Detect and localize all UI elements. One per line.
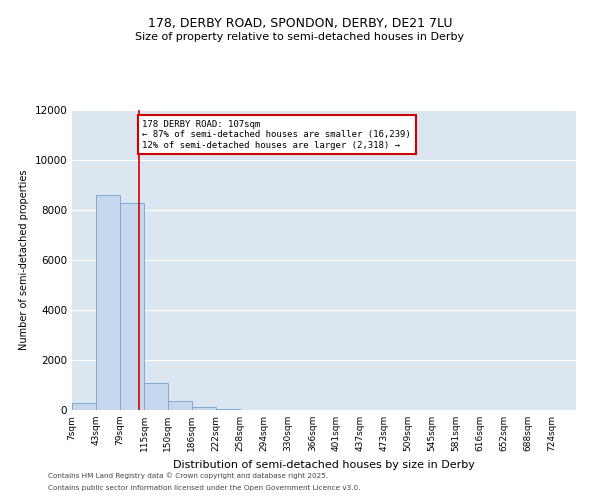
Text: 178, DERBY ROAD, SPONDON, DERBY, DE21 7LU: 178, DERBY ROAD, SPONDON, DERBY, DE21 7L… bbox=[148, 18, 452, 30]
Bar bbox=[192, 407, 216, 410]
X-axis label: Distribution of semi-detached houses by size in Derby: Distribution of semi-detached houses by … bbox=[173, 460, 475, 469]
Bar bbox=[168, 401, 192, 410]
Text: Contains public sector information licensed under the Open Government Licence v3: Contains public sector information licen… bbox=[48, 485, 361, 491]
Bar bbox=[96, 195, 120, 410]
Text: Contains HM Land Registry data © Crown copyright and database right 2025.: Contains HM Land Registry data © Crown c… bbox=[48, 472, 328, 479]
Y-axis label: Number of semi-detached properties: Number of semi-detached properties bbox=[19, 170, 29, 350]
Bar bbox=[120, 202, 144, 410]
Bar bbox=[144, 382, 168, 410]
Bar bbox=[216, 409, 240, 410]
Text: Size of property relative to semi-detached houses in Derby: Size of property relative to semi-detach… bbox=[136, 32, 464, 42]
Bar bbox=[72, 402, 96, 410]
Text: 178 DERBY ROAD: 107sqm
← 87% of semi-detached houses are smaller (16,239)
12% of: 178 DERBY ROAD: 107sqm ← 87% of semi-det… bbox=[142, 120, 411, 150]
